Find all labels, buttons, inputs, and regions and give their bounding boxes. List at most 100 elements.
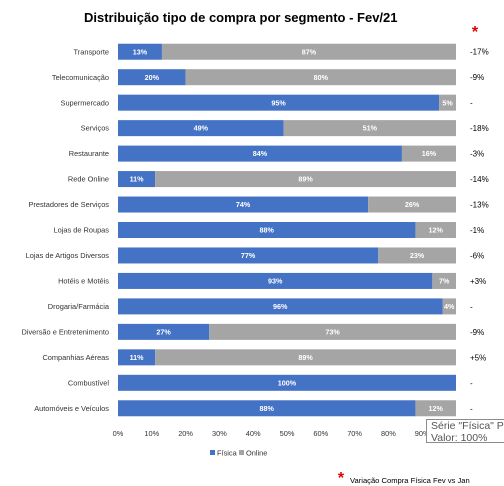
data-label-fisica-lojas-de-roupas: 88%	[260, 226, 275, 235]
bar-online-restaurante[interactable]	[401, 145, 456, 162]
variation-automoveis-e-veiculos: -	[470, 404, 473, 413]
bar-fisica-transporte[interactable]	[118, 43, 162, 60]
data-label-fisica-drogaria-farmacia: 96%	[273, 302, 288, 311]
category-label-supermercado: Supermercado	[61, 98, 109, 107]
note-marker: *	[338, 470, 345, 486]
bar-online-supermercado[interactable]	[439, 94, 456, 111]
legend-swatch-online	[239, 450, 244, 455]
data-label-fisica-hoteis-e-moteis: 93%	[268, 277, 283, 286]
bar-fisica-servicos[interactable]	[118, 120, 284, 137]
bar-online-diversao-e-entretenimento[interactable]	[209, 323, 456, 340]
legend-swatch-fisica	[210, 450, 215, 455]
variation-marker: *	[472, 24, 479, 41]
data-label-online-companhias-aereas: 89%	[298, 353, 313, 362]
variation-rede-online: -14%	[470, 175, 489, 184]
variation-note: Variação Compra Física Fev vs Jan	[350, 476, 470, 485]
category-label-lojas-de-artigos-diversos: Lojas de Artigos Diversos	[26, 251, 110, 260]
data-label-online-hoteis-e-moteis: 7%	[439, 277, 450, 286]
data-label-fisica-rede-online: 11%	[130, 175, 145, 184]
variation-drogaria-farmacia: -	[470, 302, 473, 311]
data-label-online-diversao-e-entretenimento: 73%	[325, 327, 340, 336]
data-label-online-telecomunicacao: 80%	[314, 73, 329, 82]
bar-fisica-companhias-aereas[interactable]	[118, 349, 156, 366]
category-label-rede-online: Rede Online	[68, 175, 109, 184]
variation-lojas-de-artigos-diversos: -6%	[470, 251, 484, 260]
variation-restaurante: -3%	[470, 150, 484, 159]
bar-fisica-combustivel[interactable]	[118, 374, 456, 391]
variation-hoteis-e-moteis: +3%	[470, 277, 486, 286]
bar-fisica-hoteis-e-moteis[interactable]	[118, 272, 433, 289]
data-label-fisica-diversao-e-entretenimento: 27%	[156, 327, 171, 336]
data-label-online-lojas-de-artigos-diversos: 23%	[410, 251, 425, 260]
tooltip-line-1: Série "Física" Ponto "Automóveis e Veícu…	[431, 420, 504, 432]
data-label-online-drogaria-farmacia: 4%	[444, 302, 455, 311]
data-label-online-automoveis-e-veiculos: 12%	[429, 404, 444, 413]
data-label-fisica-combustivel: 100%	[278, 378, 297, 387]
variation-companhias-aereas: +5%	[470, 353, 486, 362]
category-label-companhias-aereas: Companhias Aéreas	[42, 353, 109, 362]
bar-online-telecomunicacao[interactable]	[185, 69, 456, 86]
bar-online-servicos[interactable]	[283, 120, 456, 137]
category-label-diversao-e-entretenimento: Diversão e Entretenimento	[21, 327, 109, 336]
category-label-automoveis-e-veiculos: Automóveis e Veículos	[34, 404, 109, 413]
x-axis: 0%10%20%30%40%50%60%70%80%90%100%	[113, 429, 466, 438]
bar-fisica-drogaria-farmacia[interactable]	[118, 298, 443, 315]
legend-label-fisica: Física	[217, 449, 238, 458]
bar-fisica-diversao-e-entretenimento[interactable]	[118, 323, 210, 340]
x-tick-label: 30%	[212, 429, 227, 438]
legend-label-online: Online	[246, 449, 267, 458]
bars-group: Transporte 13% 87% -17% Telecomunicação 20% 80…	[21, 43, 489, 417]
x-tick-label: 10%	[144, 429, 159, 438]
variation-diversao-e-entretenimento: -9%	[470, 328, 484, 337]
variation-lojas-de-roupas: -1%	[470, 226, 484, 235]
x-tick-label: 40%	[246, 429, 261, 438]
variation-supermercado: -	[470, 99, 473, 108]
x-tick-label: 90%	[415, 429, 430, 438]
data-label-fisica-restaurante: 84%	[253, 149, 268, 158]
bar-fisica-lojas-de-roupas[interactable]	[118, 222, 416, 238]
data-label-fisica-prestadores-de-servicos: 74%	[236, 200, 251, 209]
data-label-online-lojas-de-roupas: 12%	[429, 226, 444, 235]
data-label-fisica-servicos: 49%	[194, 124, 209, 133]
bar-online-lojas-de-roupas[interactable]	[415, 222, 456, 238]
data-label-online-rede-online: 89%	[298, 175, 313, 184]
bar-online-companhias-aereas[interactable]	[155, 349, 456, 366]
bar-online-drogaria-farmacia[interactable]	[442, 298, 456, 315]
x-tick-label: 70%	[347, 429, 362, 438]
bar-fisica-lojas-de-artigos-diversos[interactable]	[118, 247, 379, 264]
data-label-online-prestadores-de-servicos: 26%	[405, 200, 420, 209]
bar-online-automoveis-e-veiculos[interactable]	[415, 400, 456, 417]
data-label-online-combustivel: 0%	[457, 378, 468, 387]
bar-online-prestadores-de-servicos[interactable]	[368, 196, 456, 213]
data-label-fisica-supermercado: 95%	[271, 98, 286, 107]
bar-online-hoteis-e-moteis[interactable]	[432, 272, 456, 289]
x-tick-label: 0%	[113, 429, 124, 438]
bar-fisica-telecomunicacao[interactable]	[118, 69, 186, 86]
x-tick-label: 20%	[178, 429, 193, 438]
bar-online-rede-online[interactable]	[155, 171, 456, 188]
data-label-online-supermercado: 5%	[442, 98, 453, 107]
data-label-fisica-transporte: 13%	[133, 47, 148, 56]
category-label-drogaria-farmacia: Drogaria/Farmácia	[48, 302, 110, 311]
bar-fisica-automoveis-e-veiculos[interactable]	[118, 400, 416, 417]
bar-fisica-restaurante[interactable]	[118, 145, 402, 162]
x-tick-label: 50%	[280, 429, 295, 438]
bar-online-transporte[interactable]	[161, 43, 456, 60]
chart-title: Distribuição tipo de compra por segmento…	[84, 10, 398, 25]
bar-fisica-supermercado[interactable]	[118, 94, 440, 111]
bar-fisica-prestadores-de-servicos[interactable]	[118, 196, 369, 213]
variation-prestadores-de-servicos: -13%	[470, 201, 489, 210]
variation-servicos: -18%	[470, 124, 489, 133]
variation-combustivel: -	[470, 379, 473, 388]
x-tick-label: 60%	[313, 429, 328, 438]
x-tick-label: 80%	[381, 429, 396, 438]
data-label-fisica-companhias-aereas: 11%	[130, 353, 145, 362]
data-label-fisica-telecomunicacao: 20%	[145, 73, 160, 82]
category-label-combustivel: Combustível	[68, 378, 109, 387]
variation-transporte: -17%	[470, 48, 489, 57]
category-label-transporte: Transporte	[74, 47, 109, 56]
data-label-online-restaurante: 16%	[422, 149, 437, 158]
bar-online-lojas-de-artigos-diversos[interactable]	[378, 247, 456, 264]
bar-fisica-rede-online[interactable]	[118, 171, 156, 188]
